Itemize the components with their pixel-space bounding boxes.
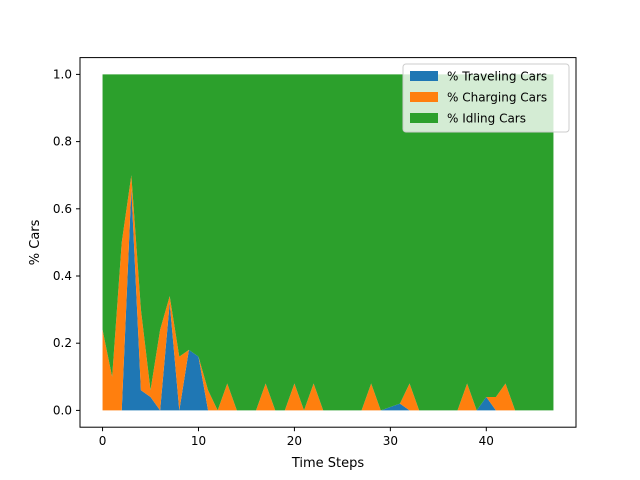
legend-label: % Idling Cars (447, 112, 526, 126)
x-tick-label: 30 (383, 434, 398, 448)
legend-swatch (410, 71, 438, 81)
y-tick-label: 0.4 (53, 269, 72, 283)
y-tick-label: 0.6 (53, 202, 72, 216)
legend-swatch (410, 92, 438, 102)
y-axis-ticks: 0.0 0.2 0.4 0.6 0.8 1.0 (53, 67, 80, 417)
legend-label: % Traveling Cars (447, 70, 547, 84)
legend-box (402, 63, 570, 133)
x-tick-label: 40 (479, 434, 494, 448)
y-tick-label: 0.8 (53, 135, 72, 149)
x-tick-label: 20 (287, 434, 302, 448)
x-axis-label: Time Steps (291, 456, 365, 471)
area-series-2 (102, 74, 554, 411)
x-axis-ticks: 0 10 20 30 40 (99, 427, 494, 448)
y-axis-label: % Cars (28, 219, 43, 265)
area-series-1 (102, 175, 554, 411)
x-tick-label: 0 (99, 434, 107, 448)
legend: % Traveling Cars % Charging Cars % Idling … (402, 63, 570, 133)
plot-frame (79, 57, 577, 428)
legend-label: % Charging Cars (447, 91, 547, 105)
legend-swatch (410, 113, 438, 123)
areas-layer (102, 74, 554, 411)
y-tick-label: 0.0 (53, 403, 72, 417)
y-tick-label: 0.2 (53, 336, 72, 350)
x-tick-label: 10 (191, 434, 206, 448)
y-tick-label: 1.0 (53, 67, 72, 81)
